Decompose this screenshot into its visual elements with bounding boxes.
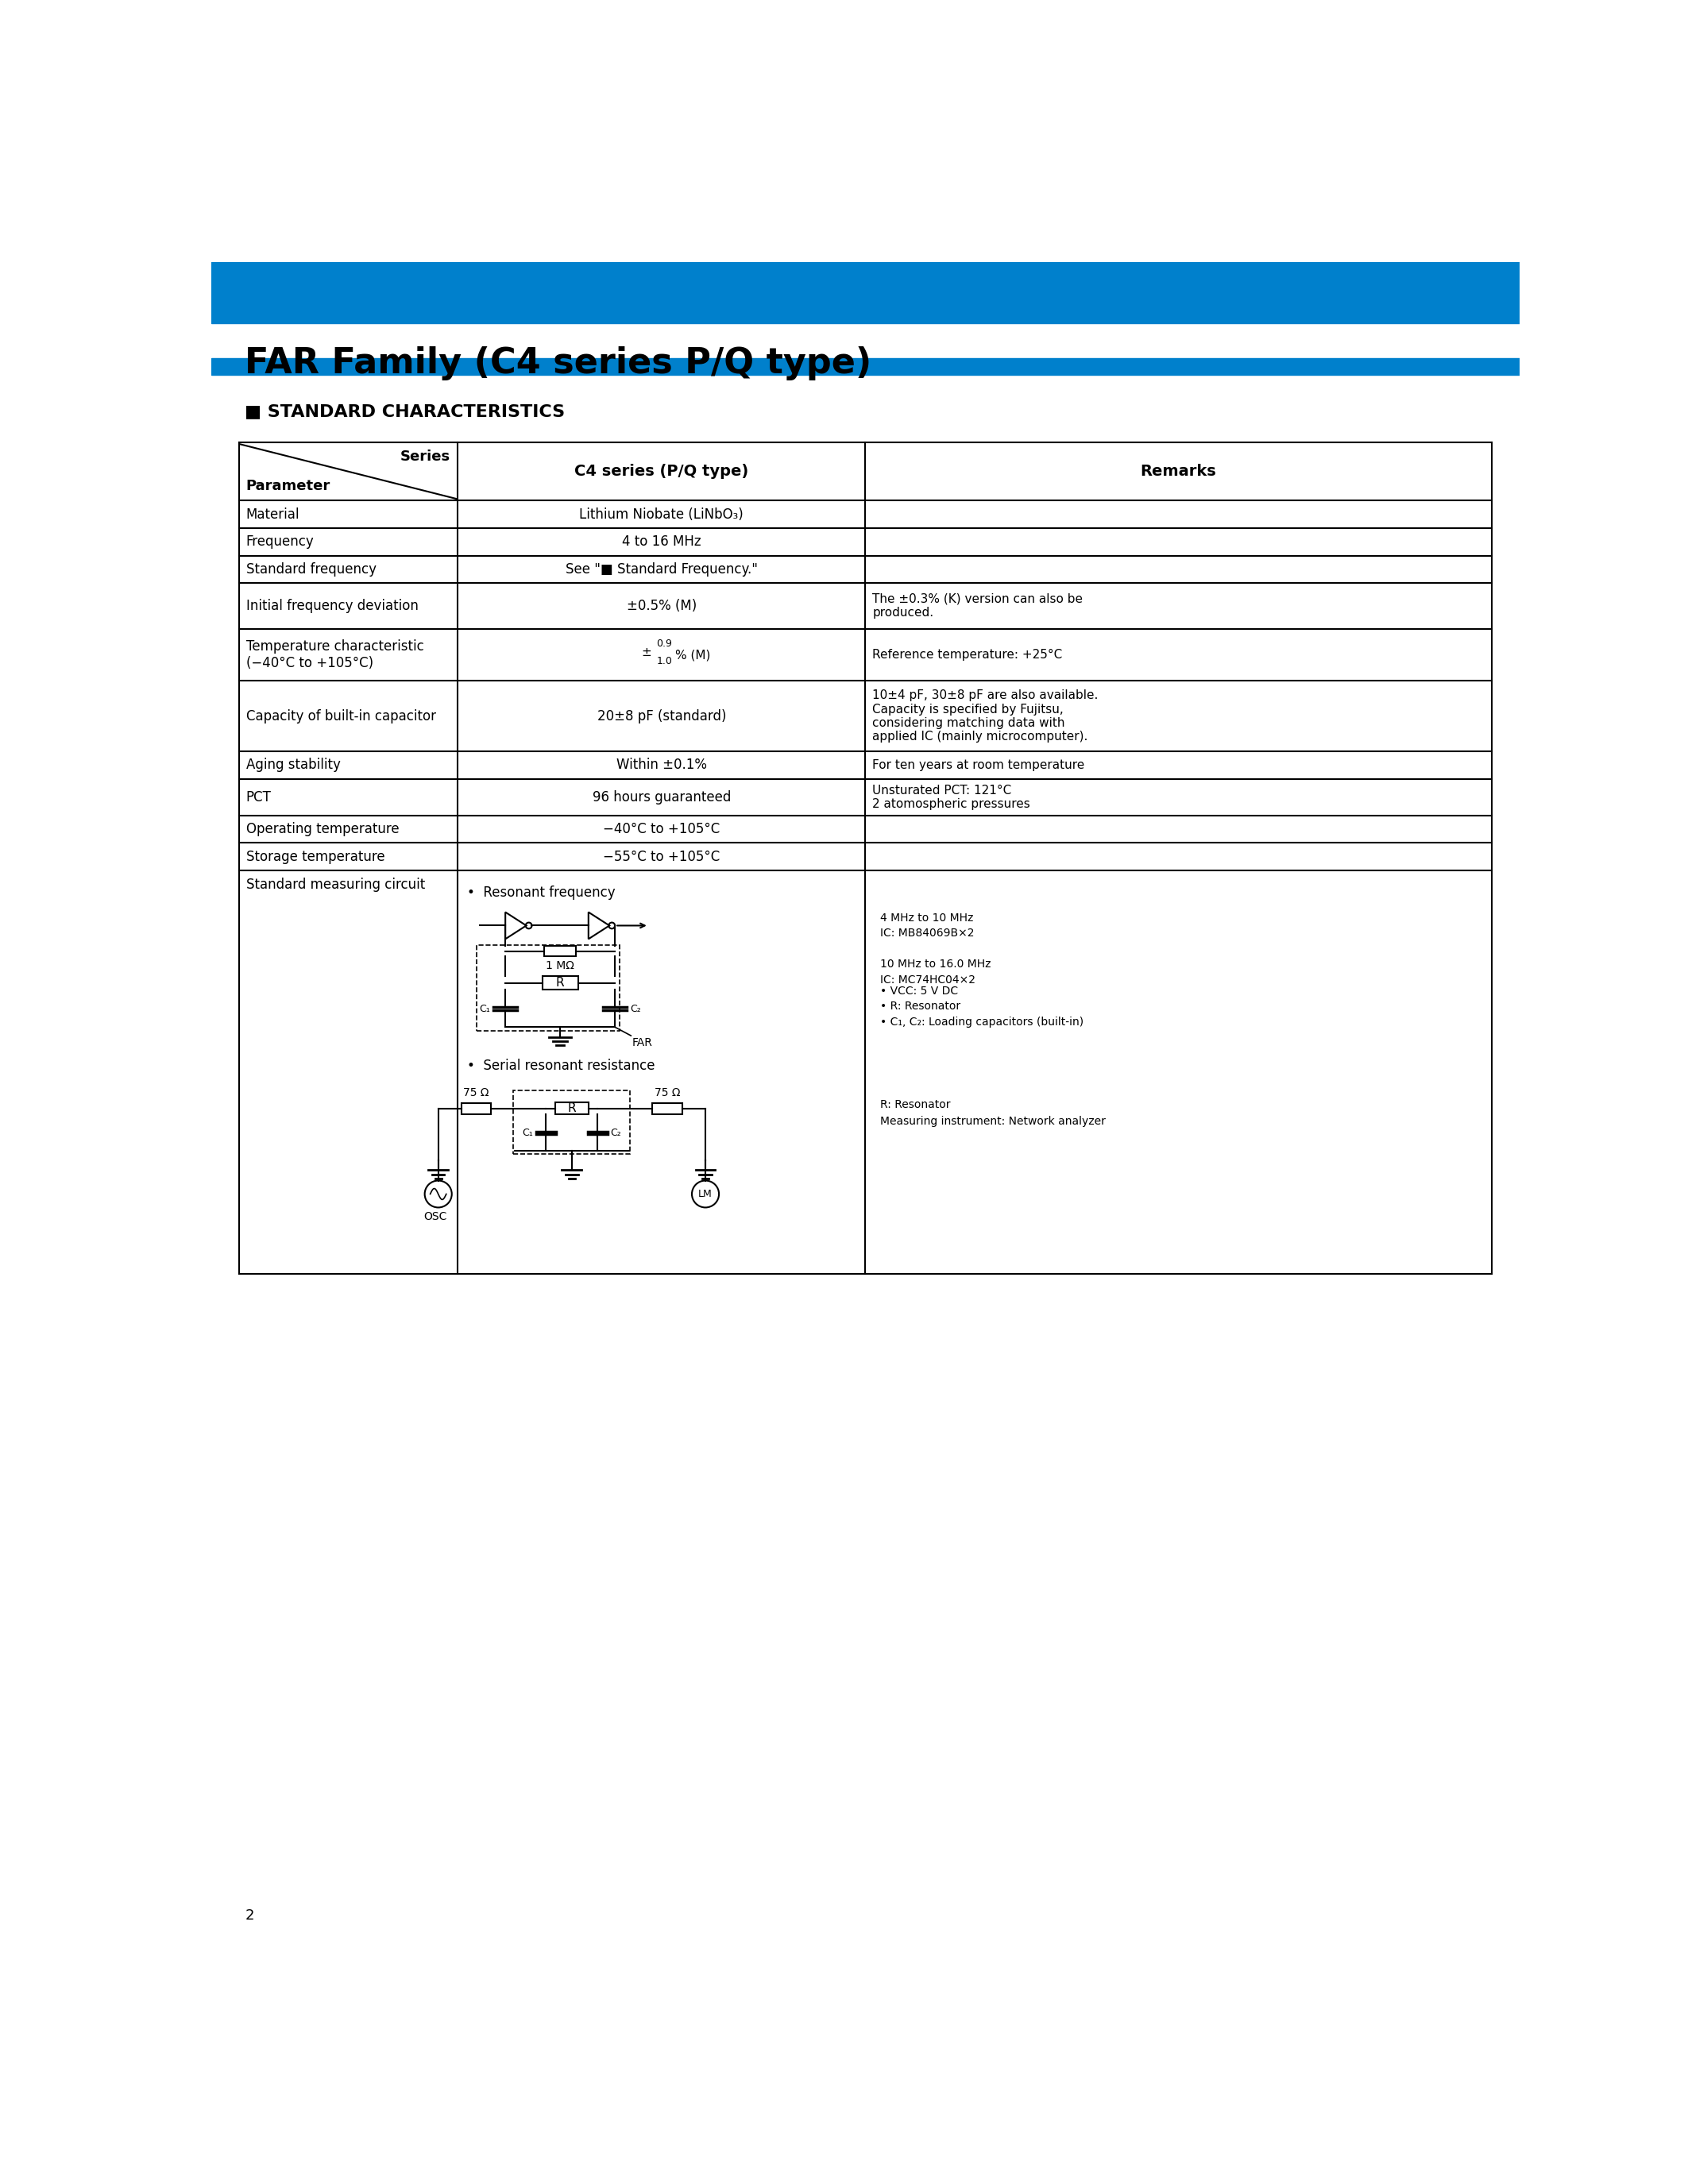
Text: 75 Ω: 75 Ω [655,1088,680,1099]
Text: 4 MHz to 10 MHz
IC: MB84069B×2

10 MHz to 16.0 MHz
IC: MC74HC04×2: 4 MHz to 10 MHz IC: MB84069B×2 10 MHz to… [881,913,991,985]
Text: −40°C to +105°C: −40°C to +105°C [603,821,721,836]
Bar [653,1103,682,1114]
Text: 1.0: 1.0 [657,655,672,666]
Text: C4 series (P/Q type): C4 series (P/Q type) [574,463,748,478]
Text: 96 hours guaranteed: 96 hours guaranteed [592,791,731,804]
Text: Parameter: Parameter [246,478,331,494]
Text: 0.9: 0.9 [657,638,672,649]
Bar [544,946,576,957]
Text: Series: Series [400,450,451,465]
Text: 75 Ω: 75 Ω [464,1088,490,1099]
Text: See "■ Standard Frequency.": See "■ Standard Frequency." [565,561,758,577]
Text: Storage temperature: Storage temperature [246,850,385,865]
Text: The ±0.3% (K) version can also be
produced.: The ±0.3% (K) version can also be produc… [873,594,1084,618]
Text: FAR Family (C4 series P/Q type): FAR Family (C4 series P/Q type) [245,347,871,380]
Text: •  Serial resonant resistance: • Serial resonant resistance [468,1059,655,1072]
Bar [555,1103,589,1114]
Text: 4 to 16 MHz: 4 to 16 MHz [621,535,701,548]
Text: LM: LM [699,1188,712,1199]
Text: PCT: PCT [246,791,272,804]
Text: Lithium Niobate (LiNbO₃): Lithium Niobate (LiNbO₃) [579,507,744,522]
Text: C₁: C₁ [479,1005,490,1013]
Text: Aging stability: Aging stability [246,758,341,773]
Text: 20±8 pF (standard): 20±8 pF (standard) [598,710,726,723]
Bar [542,976,577,989]
Text: R: Resonator
Measuring instrument: Network analyzer: R: Resonator Measuring instrument: Netwo… [881,1099,1106,1127]
Text: 10±4 pF, 30±8 pF are also available.
Capacity is specified by Fujitsu,
consideri: 10±4 pF, 30±8 pF are also available. Cap… [873,690,1099,743]
Text: R: R [555,976,564,989]
Text: C₁: C₁ [522,1127,533,1138]
Text: Standard frequency: Standard frequency [246,561,376,577]
Text: For ten years at room temperature: For ten years at room temperature [873,760,1085,771]
Text: 1 MΩ: 1 MΩ [545,961,574,972]
Text: C₂: C₂ [611,1127,621,1138]
Text: C₂: C₂ [630,1005,641,1013]
Text: 2: 2 [245,1909,253,1922]
Text: R: R [567,1103,576,1114]
Bar [461,1103,491,1114]
Text: Within ±0.1%: Within ±0.1% [616,758,707,773]
Text: Frequency: Frequency [246,535,314,548]
Text: Capacity of built-in capacitor: Capacity of built-in capacitor [246,710,436,723]
Text: % (M): % (M) [675,649,711,662]
Bar [211,262,1519,323]
Text: Material: Material [246,507,300,522]
Text: ±0.5% (M): ±0.5% (M) [626,598,697,614]
Text: FAR: FAR [633,1037,653,1048]
Text: Operating temperature: Operating temperature [246,821,398,836]
Bar [211,358,1519,376]
Text: ±: ± [641,646,652,660]
Text: ■ STANDARD CHARACTERISTICS: ■ STANDARD CHARACTERISTICS [245,404,565,419]
Text: −55°C to +105°C: −55°C to +105°C [603,850,721,865]
Text: • VCC: 5 V DC
• R: Resonator
• C₁, C₂: Loading capacitors (built-in): • VCC: 5 V DC • R: Resonator • C₁, C₂: L… [881,985,1084,1029]
Text: Initial frequency deviation: Initial frequency deviation [246,598,419,614]
Text: Temperature characteristic
(−40°C to +105°C): Temperature characteristic (−40°C to +10… [246,640,424,670]
Text: OSC: OSC [424,1212,447,1223]
Text: Remarks: Remarks [1141,463,1217,478]
Text: Standard measuring circuit: Standard measuring circuit [246,878,425,893]
Text: Unsturated PCT: 121°C
2 atomospheric pressures: Unsturated PCT: 121°C 2 atomospheric pre… [873,784,1030,810]
Text: Reference temperature: +25°C: Reference temperature: +25°C [873,649,1062,662]
Text: •  Resonant frequency: • Resonant frequency [468,887,616,900]
